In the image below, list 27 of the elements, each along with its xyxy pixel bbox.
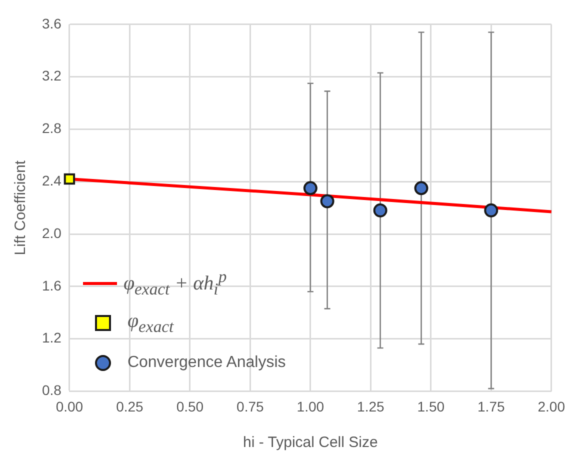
y-tick-label: 3.6 <box>42 15 62 32</box>
y-tick-label: 3.2 <box>42 68 62 84</box>
point <box>484 203 498 218</box>
x-tick-label: 0.75 <box>236 398 264 414</box>
y-tick-label: 2.0 <box>42 224 62 241</box>
x-tick-label: 1.75 <box>478 398 505 414</box>
x-tick-label: 1.50 <box>417 398 445 414</box>
y-tick-label: 1.6 <box>42 277 62 294</box>
x-tick-label: 0.00 <box>56 398 84 414</box>
x-tick-label: 1.00 <box>296 398 324 414</box>
y-tick-label: 2.4 <box>42 172 62 188</box>
point <box>64 173 76 185</box>
legend-label: Convergence Analysis <box>127 354 286 372</box>
point <box>303 181 318 196</box>
point <box>320 194 334 208</box>
x-tick-label: 0.25 <box>116 398 144 414</box>
y-tick-label: 0.8 <box>42 382 62 398</box>
y-tick-label: 2.8 <box>42 120 62 136</box>
legend-label: φ$_{exact}$ <box>127 310 174 337</box>
point <box>373 203 388 218</box>
y-axis-title: Lift Coefficient <box>12 160 30 256</box>
x-tick-label: 1.25 <box>357 398 384 414</box>
point <box>414 181 428 196</box>
x-tick-label: 2.00 <box>538 398 566 414</box>
x-axis-title: hi - Typical Cell Size <box>243 434 378 452</box>
x-tick-label: 0.50 <box>176 398 204 414</box>
y-tick-label: 1.2 <box>42 330 62 346</box>
